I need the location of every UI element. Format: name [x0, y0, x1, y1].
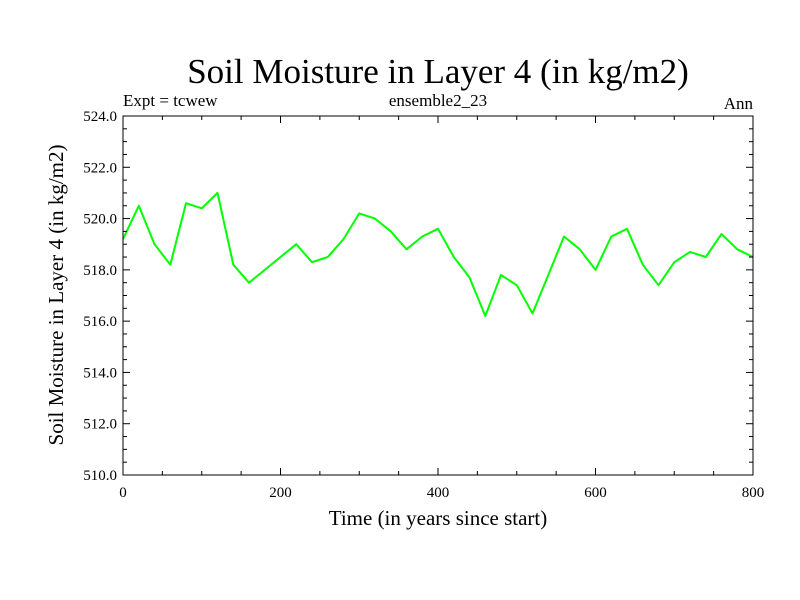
- plot-frame: [122, 115, 754, 476]
- x-axis-label: Time (in years since start): [329, 506, 548, 530]
- subtitle-center: ensemble2_23: [389, 91, 487, 110]
- y-tick-label: 524.0: [83, 109, 117, 125]
- x-tick-label: 200: [269, 485, 292, 501]
- y-axis-label: Soil Moisture in Layer 4 (in kg/m2): [44, 145, 68, 446]
- y-tick-label: 514.0: [83, 365, 117, 381]
- y-tick-label: 518.0: [83, 263, 117, 279]
- y-tick-label: 516.0: [83, 314, 117, 330]
- x-tick-label: 800: [742, 485, 765, 501]
- subtitle-left: Expt = tcwew: [123, 91, 218, 110]
- series-line-0: [122, 191, 754, 317]
- subtitle-right: Ann: [724, 94, 754, 113]
- x-tick-label: 0: [119, 485, 127, 501]
- y-tick-label: 520.0: [83, 212, 117, 228]
- y-tick-label: 512.0: [83, 417, 117, 433]
- y-tick-label: 510.0: [83, 468, 117, 484]
- x-tick-label: 400: [427, 485, 450, 501]
- y-tick-label: 522.0: [83, 160, 117, 176]
- chart-title: Soil Moisture in Layer 4 (in kg/m2): [187, 52, 689, 91]
- x-tick-label: 600: [584, 485, 607, 501]
